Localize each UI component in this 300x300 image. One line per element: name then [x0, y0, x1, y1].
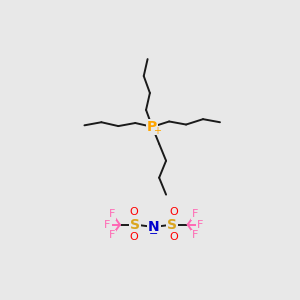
- Text: O: O: [169, 232, 178, 242]
- Text: S: S: [167, 218, 177, 232]
- Text: O: O: [129, 207, 138, 217]
- Text: +: +: [153, 127, 161, 136]
- Text: P: P: [147, 120, 157, 134]
- Text: F: F: [192, 209, 199, 219]
- Text: F: F: [104, 220, 111, 230]
- Text: F: F: [109, 209, 116, 219]
- Text: S: S: [130, 218, 140, 232]
- Text: O: O: [169, 207, 178, 217]
- Text: O: O: [129, 232, 138, 242]
- Text: F: F: [109, 230, 116, 240]
- Text: −: −: [149, 229, 158, 239]
- Text: F: F: [197, 220, 203, 230]
- Text: N: N: [148, 220, 160, 234]
- Text: F: F: [192, 230, 199, 240]
